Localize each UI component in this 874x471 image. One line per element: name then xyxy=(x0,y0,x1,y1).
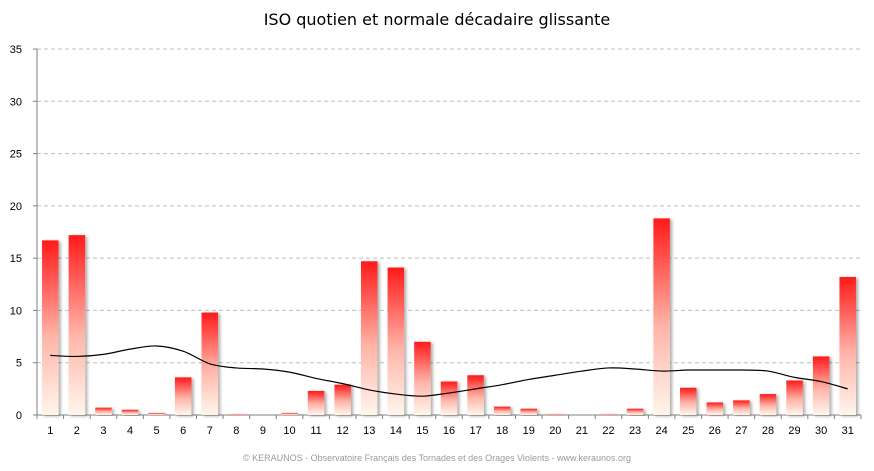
bar-day-28 xyxy=(759,394,777,415)
y-tick-label: 20 xyxy=(10,201,22,213)
x-tick-label: 26 xyxy=(709,425,721,437)
x-tick-label: 31 xyxy=(842,425,854,437)
x-tick-label: 14 xyxy=(390,425,402,437)
x-tick-label: 20 xyxy=(549,425,561,437)
bar-day-30 xyxy=(812,356,830,415)
bar-day-29 xyxy=(786,380,803,415)
axes xyxy=(33,48,862,419)
y-tick-label: 15 xyxy=(10,253,22,265)
footer-credit: © KERAUNOS - Observatoire Français des T… xyxy=(243,453,631,463)
y-tick-label: 0 xyxy=(16,410,22,422)
x-tick-label: 30 xyxy=(815,425,827,437)
x-tick-label: 1 xyxy=(47,425,53,437)
bar-day-12 xyxy=(334,384,351,415)
bar-day-20 xyxy=(547,413,564,415)
bar-day-11 xyxy=(307,390,325,415)
normal-line xyxy=(50,345,848,397)
bar-day-5 xyxy=(148,412,165,415)
bar-day-4 xyxy=(121,409,139,415)
x-tick-label: 4 xyxy=(127,425,133,437)
bar-day-23 xyxy=(626,408,644,415)
gridlines xyxy=(37,48,861,364)
x-tick-label: 28 xyxy=(762,425,774,437)
x-tick-label: 24 xyxy=(656,425,668,437)
x-tick-label: 10 xyxy=(283,425,295,437)
bar-day-1 xyxy=(42,240,59,415)
x-tick-label: 13 xyxy=(363,425,375,437)
bar-day-2 xyxy=(68,235,86,415)
y-tick-label: 5 xyxy=(16,358,22,370)
x-tick-label: 9 xyxy=(260,425,266,437)
bar-day-15 xyxy=(414,341,431,415)
y-tick-label: 25 xyxy=(10,149,22,161)
x-tick-label: 5 xyxy=(154,425,160,437)
x-tick-label: 2 xyxy=(74,425,80,437)
x-tick-label: 23 xyxy=(629,425,641,437)
bar-day-8 xyxy=(228,413,245,415)
bar-day-3 xyxy=(95,407,112,415)
x-tick-label: 15 xyxy=(416,425,428,437)
y-tick-label: 35 xyxy=(10,44,22,56)
x-tick-label: 6 xyxy=(180,425,186,437)
chart-title: ISO quotien et normale décadaire glissan… xyxy=(263,10,611,29)
bar-day-26 xyxy=(706,402,724,415)
x-tick-label: 22 xyxy=(602,425,614,437)
bar-day-31 xyxy=(839,276,856,415)
bar-day-24 xyxy=(653,218,670,415)
y-tick-label: 10 xyxy=(10,305,22,317)
x-tick-label: 18 xyxy=(496,425,508,437)
bar-day-13 xyxy=(361,261,378,415)
x-tick-label: 25 xyxy=(682,425,694,437)
bar-day-27 xyxy=(733,400,750,415)
bar-day-17 xyxy=(467,375,484,415)
normal-line-path xyxy=(50,345,848,397)
y-tick-label: 30 xyxy=(10,96,22,108)
x-tick-label: 12 xyxy=(337,425,349,437)
x-tick-label: 21 xyxy=(576,425,588,437)
x-tick-label: 17 xyxy=(469,425,481,437)
x-tick-label: 19 xyxy=(523,425,535,437)
bar-day-22 xyxy=(600,413,617,415)
bar-day-16 xyxy=(440,381,458,415)
bar-day-14 xyxy=(387,267,405,415)
bars xyxy=(42,218,856,415)
bar-day-10 xyxy=(281,412,298,415)
x-tick-label: 16 xyxy=(443,425,455,437)
x-tick-label: 7 xyxy=(207,425,213,437)
bar-day-6 xyxy=(174,377,192,415)
x-tick-label: 11 xyxy=(310,425,321,437)
x-tick-label: 3 xyxy=(100,425,106,437)
x-tick-label: 29 xyxy=(788,425,800,437)
x-tick-label: 8 xyxy=(233,425,239,437)
bar-day-18 xyxy=(493,406,511,415)
bar-day-19 xyxy=(520,408,537,415)
bar-day-25 xyxy=(679,387,697,415)
x-tick-label: 27 xyxy=(735,425,747,437)
